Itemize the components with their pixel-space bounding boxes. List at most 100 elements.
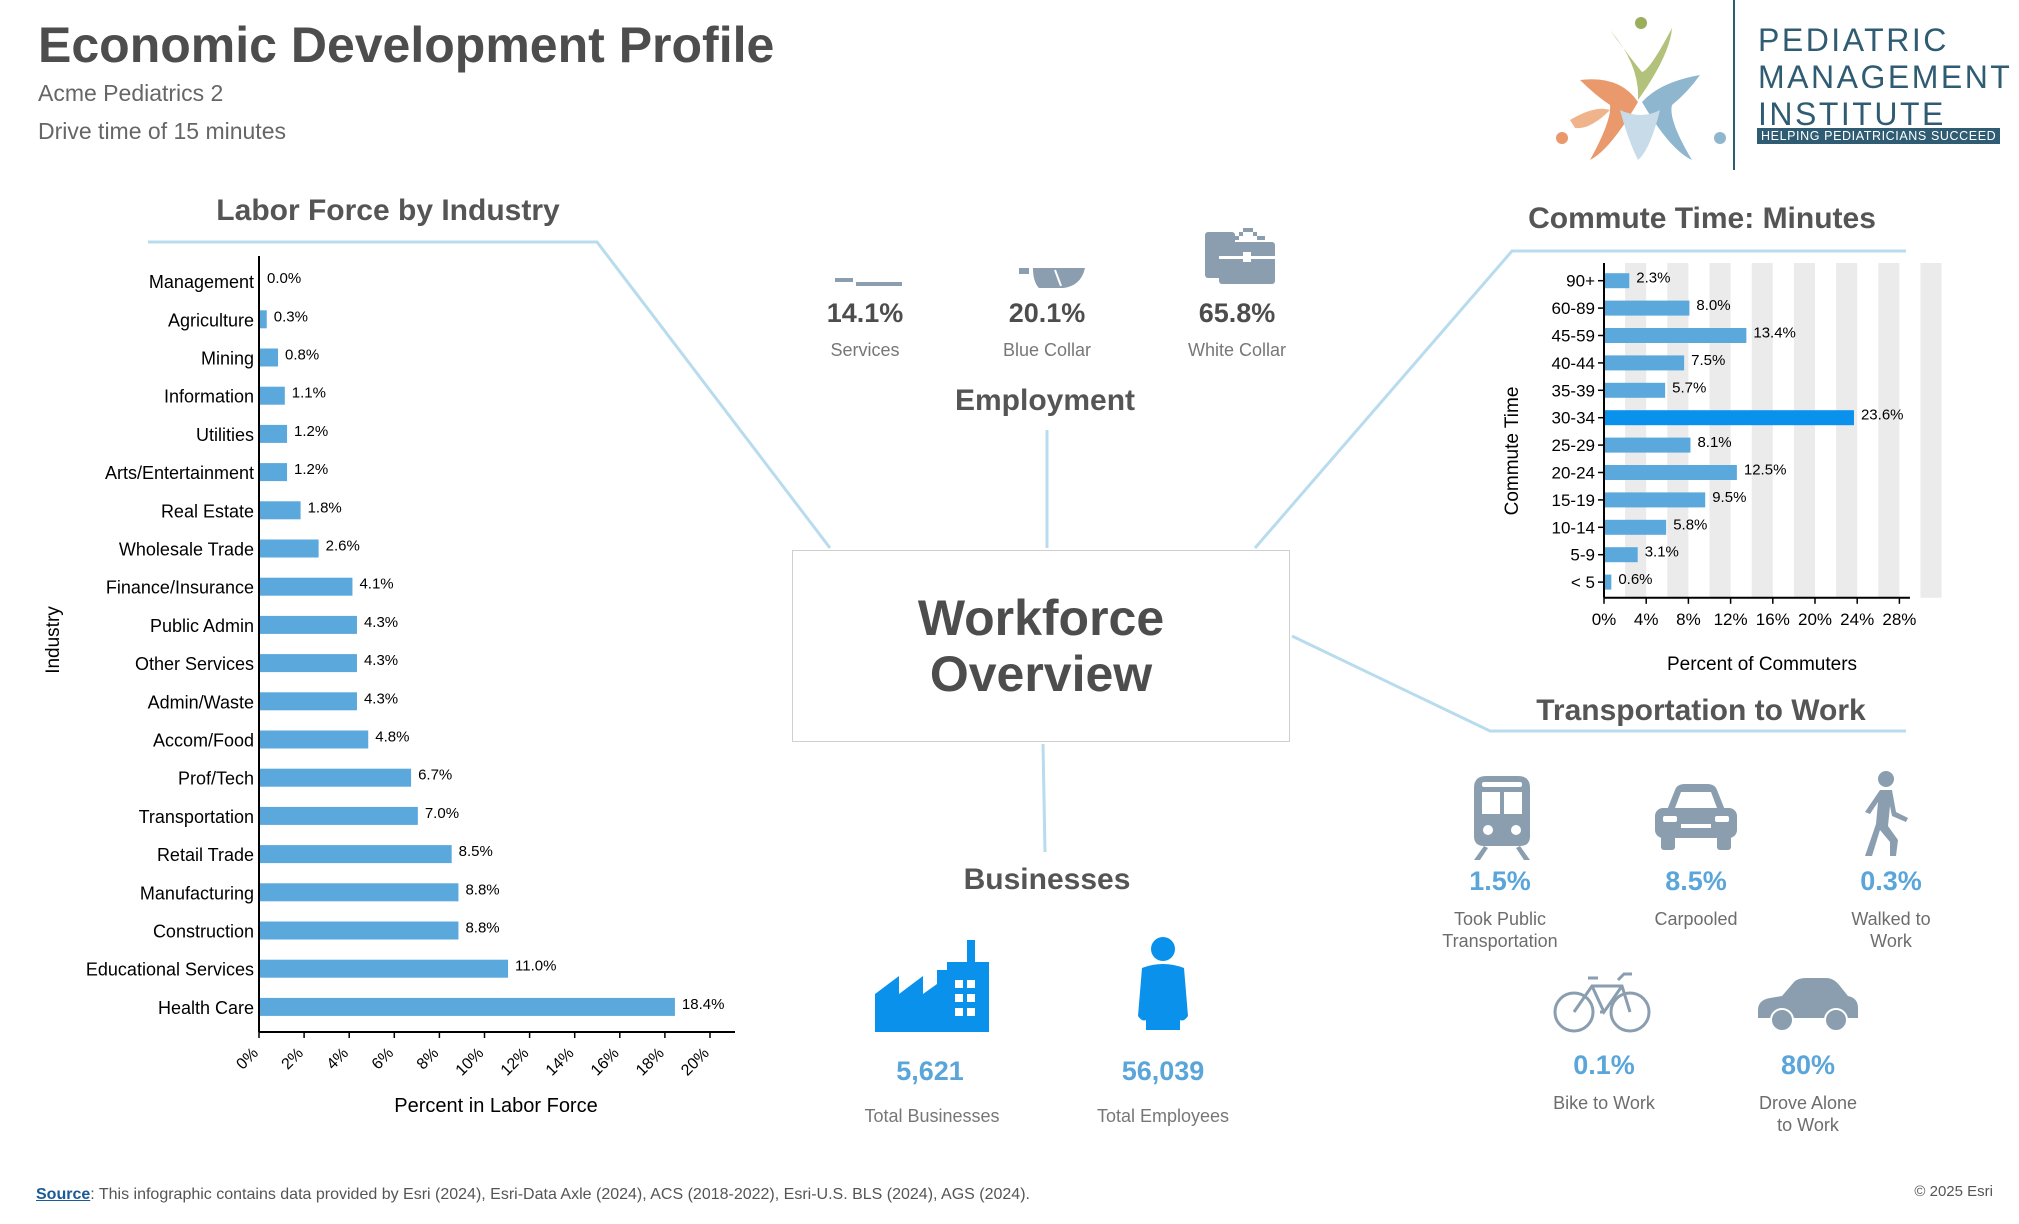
labor-force-bar (260, 921, 459, 940)
labor-force-bar (260, 310, 267, 329)
commute-y-axis-label: Commute Time (1502, 387, 1523, 516)
labor-force-category-label: Retail Trade (157, 845, 254, 865)
labor-force-value-label: 18.4% (682, 996, 725, 1013)
person-icon (1138, 937, 1188, 1030)
commute-x-tick-label: 8% (1676, 610, 1701, 629)
labor-force-value-label: 1.2% (294, 461, 328, 478)
commute-bar (1605, 547, 1638, 563)
labor-force-category-label: Mining (201, 349, 254, 369)
labor-force-value-label: 7.0% (425, 805, 459, 822)
commute-bar (1605, 300, 1690, 316)
blue-collar-label: Blue Collar (1002, 340, 1092, 360)
commute-category-label: < 5 (1571, 573, 1595, 592)
labor-force-chart: Industry Percent in Labor Force Manageme… (43, 256, 735, 1117)
labor-force-bar (260, 539, 319, 558)
commute-grid-band (1667, 263, 1689, 598)
labor-force-x-tick-label: 18% (633, 1045, 668, 1080)
labor-force-value-label: 4.3% (364, 690, 398, 707)
labor-force-category-label: Prof/Tech (178, 769, 254, 789)
transportation-title: Transportation to Work (1536, 694, 1866, 727)
logo-wordmark: PEDIATRIC MANAGEMENT INSTITUTE (1758, 22, 2012, 133)
commute-bar (1605, 273, 1630, 289)
services-value: 14.1% (826, 298, 904, 328)
employment-title: Employment (954, 384, 1136, 417)
labor-force-value-label: 4.8% (375, 729, 409, 746)
labor-force-value-label: 1.2% (294, 423, 328, 440)
labor-force-category-label: Utilities (196, 425, 254, 445)
labor-force-value-label: 0.8% (285, 347, 319, 364)
labor-force-bar (260, 730, 369, 749)
commute-category-label: 90+ (1566, 272, 1595, 291)
commute-value-label: 5.7% (1672, 379, 1706, 396)
commute-value-label: 9.5% (1712, 489, 1746, 506)
source-footer: Source: This infographic contains data p… (36, 1186, 1030, 1204)
labor-force-category-label: Manufacturing (140, 883, 254, 903)
briefcase-icon (1205, 228, 1275, 284)
commute-grid-band (1625, 263, 1647, 598)
page-title: Economic Development Profile (38, 17, 775, 73)
commute-x-axis-label: Percent of Commuters (1667, 654, 1857, 675)
labor-force-bar (260, 654, 357, 673)
labor-force-category-label: Agriculture (168, 310, 254, 330)
connector-transportation (1291, 634, 1906, 733)
commute-x-tick-label: 28% (1882, 610, 1916, 629)
labor-force-category-label: Admin/Waste (148, 692, 254, 712)
carpooled-value: 8.5% (1665, 866, 1727, 896)
commute-bar (1605, 437, 1691, 453)
page-subtitle: Acme Pediatrics 2 (38, 80, 224, 106)
labor-force-value-label: 2.6% (326, 538, 360, 555)
source-text: : This infographic contains data provide… (90, 1186, 1030, 1203)
walked-value: 0.3% (1860, 866, 1922, 896)
labor-force-bar (260, 348, 279, 367)
labor-force-x-tick-label: 16% (588, 1045, 623, 1080)
labor-force-category-label: Management (149, 272, 254, 292)
labor-force-category-label: Real Estate (161, 501, 254, 521)
drove-alone-label: Drove Alone to Work (1758, 1093, 1858, 1135)
labor-force-bar (260, 883, 459, 902)
car-side-icon (1758, 978, 1858, 1032)
labor-force-title: Labor Force by Industry (216, 194, 560, 227)
commute-grid-band (1793, 263, 1815, 598)
commute-category-label: 25-29 (1552, 436, 1595, 455)
public-transportation-label: Took Public Transportation (1442, 909, 1558, 951)
commute-value-label: 13.4% (1753, 325, 1796, 342)
labor-force-y-axis-label: Industry (43, 606, 64, 674)
labor-force-bar (260, 386, 285, 405)
labor-force-value-label: 8.8% (465, 881, 499, 898)
carpooled-label: Carpooled (1654, 909, 1738, 929)
services-icon (835, 278, 902, 286)
bike-label: Bike to Work (1553, 1093, 1655, 1113)
source-link[interactable]: Source (36, 1186, 91, 1203)
hard-hat-icon (1019, 268, 1085, 288)
bicycle-icon (1553, 972, 1651, 1033)
commute-value-label: 5.8% (1673, 516, 1707, 533)
labor-force-category-label: Finance/Insurance (106, 578, 254, 598)
commute-bar (1605, 410, 1854, 426)
labor-force-category-label: Arts/Entertainment (105, 463, 254, 483)
commute-bar (1605, 382, 1666, 398)
labor-force-category-label: Construction (153, 922, 254, 942)
labor-force-category-label: Wholesale Trade (119, 540, 254, 560)
logo-line-1: PEDIATRIC (1758, 22, 1949, 58)
labor-force-x-tick-label: 20% (678, 1045, 713, 1080)
labor-force-category-label: Information (164, 387, 254, 407)
labor-force-x-tick-label: 10% (453, 1045, 488, 1080)
labor-force-value-label: 1.8% (308, 499, 342, 516)
labor-force-category-label: Transportation (139, 807, 254, 827)
commute-bar (1605, 519, 1667, 535)
commute-category-label: 30-34 (1552, 409, 1595, 428)
labor-force-value-label: 0.3% (274, 308, 308, 325)
commute-value-label: 12.5% (1744, 462, 1787, 479)
labor-force-bar (260, 806, 418, 825)
connector-commute (1253, 249, 1906, 549)
commute-grid-band (1878, 263, 1900, 598)
walked-label: Walked to Work (1851, 909, 1931, 951)
commute-x-tick-label: 4% (1634, 610, 1659, 629)
labor-force-value-label: 8.5% (459, 843, 493, 860)
services-label: Services (830, 340, 900, 360)
factory-icon (875, 940, 989, 1032)
commute-category-label: 35-39 (1552, 381, 1595, 400)
labor-force-value-label: 8.8% (465, 920, 499, 937)
commute-category-label: 45-59 (1552, 327, 1595, 346)
commute-time-title: Commute Time: Minutes (1528, 202, 1876, 235)
